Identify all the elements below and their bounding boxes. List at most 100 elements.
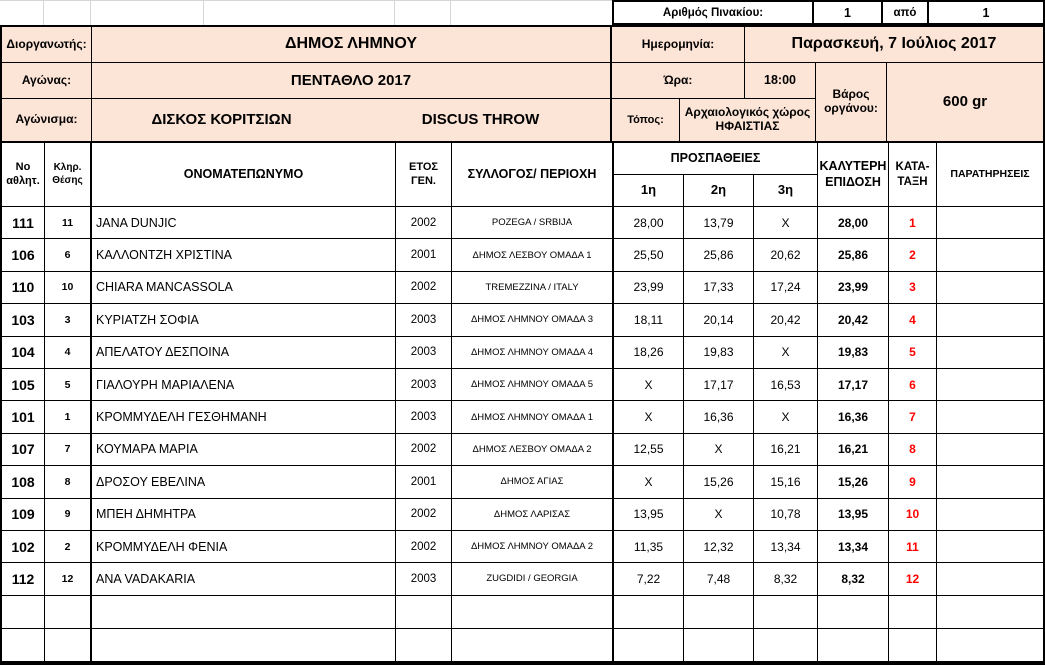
best-performance-cell: 13,34 xyxy=(818,530,889,564)
attempt-2-cell: 17,17 xyxy=(684,368,754,402)
gridline xyxy=(394,1,395,26)
attempt-2-cell: 17,33 xyxy=(684,271,754,305)
draw-position-cell: 7 xyxy=(45,433,92,467)
attempt-2-cell: 25,86 xyxy=(684,239,754,272)
col-header-attempts: ΠΡΟΣΠΑΘΕΙΕΣ xyxy=(614,143,818,175)
empty-cell xyxy=(889,628,937,662)
col-header-notes: ΠΑΡΑΤΗΡΗΣΕΙΣ xyxy=(937,143,1043,207)
athlete-number-cell: 111 xyxy=(2,207,45,240)
athlete-number-cell: 101 xyxy=(2,401,45,434)
results-table: Νο αθλητ. Κληρ. Θέσης ΟΝΟΜΑΤΕΠΩΝΥΜΟ ΕΤΟΣ… xyxy=(0,143,1045,665)
top-gridline-strip xyxy=(0,0,612,26)
notes-cell xyxy=(937,434,1043,467)
attempt-3-cell: 15,16 xyxy=(754,466,818,499)
best-performance-cell: 16,21 xyxy=(818,433,889,467)
birth-year-cell: 2001 xyxy=(396,239,452,272)
empty-cell xyxy=(889,595,937,629)
empty-cell xyxy=(452,595,614,629)
athlete-name-cell: ANA VADAKARIA xyxy=(92,563,396,596)
attempt-2-cell: 20,14 xyxy=(684,304,754,337)
empty-cell xyxy=(45,595,92,629)
notes-cell xyxy=(937,239,1043,272)
board-of-label: από xyxy=(883,2,929,23)
col-header-athlete-no: Νο αθλητ. xyxy=(2,143,45,207)
athlete-number-cell: 102 xyxy=(2,530,45,564)
attempt-3-cell: 10,78 xyxy=(754,498,818,531)
draw-position-cell: 2 xyxy=(45,530,92,564)
empty-cell xyxy=(2,628,45,662)
gridline xyxy=(43,1,44,26)
col-header-attempt-3: 3η xyxy=(754,175,818,207)
attempt-1-cell: 13,95 xyxy=(614,498,684,531)
birth-year-cell: 2003 xyxy=(396,304,452,337)
rank-cell: 6 xyxy=(889,368,937,402)
attempt-3-cell: X xyxy=(754,401,818,434)
attempt-1-cell: X xyxy=(614,466,684,499)
club-cell: ZUGDIDI / GEORGIA xyxy=(452,563,614,596)
rank-cell: 8 xyxy=(889,433,937,467)
empty-cell xyxy=(92,595,396,629)
athlete-name-cell: ΚΡΟΜΜΥΔΕΛΗ ΦΕΝΙΑ xyxy=(92,530,396,564)
athlete-name-cell: JANA DUNJIC xyxy=(92,207,396,240)
attempt-2-cell: X xyxy=(684,433,754,467)
draw-position-cell: 4 xyxy=(45,336,92,369)
notes-cell xyxy=(937,337,1043,369)
attempt-2-cell: X xyxy=(684,498,754,531)
notes-cell xyxy=(937,563,1043,596)
implement-weight-label: Βάρος οργάνου: xyxy=(816,63,887,141)
rank-cell: 7 xyxy=(889,401,937,434)
best-performance-cell: 15,26 xyxy=(818,466,889,499)
draw-position-cell: 1 xyxy=(45,401,92,434)
attempt-3-cell: 16,53 xyxy=(754,368,818,402)
attempt-1-cell: 11,35 xyxy=(614,530,684,564)
birth-year-cell: 2002 xyxy=(396,433,452,467)
athlete-number-cell: 112 xyxy=(2,563,45,596)
venue-label: Τόπος: xyxy=(612,99,680,141)
notes-cell xyxy=(937,401,1043,434)
club-cell: ΔΗΜΟΣ ΛΗΜΝΟΥ ΟΜΑΔΑ 3 xyxy=(452,304,614,337)
draw-position-cell: 6 xyxy=(45,239,92,272)
birth-year-cell: 2002 xyxy=(396,530,452,564)
rank-cell: 4 xyxy=(889,304,937,337)
attempt-3-cell: X xyxy=(754,336,818,369)
attempt-3-cell: 20,62 xyxy=(754,239,818,272)
board-total-value: 1 xyxy=(982,5,990,20)
best-performance-cell: 19,83 xyxy=(818,336,889,369)
empty-cell xyxy=(2,595,45,629)
rank-cell: 12 xyxy=(889,563,937,596)
col-header-year: ΕΤΟΣ ΓΕΝ. xyxy=(396,143,452,207)
athlete-number-cell: 106 xyxy=(2,239,45,272)
col-header-attempt-1: 1η xyxy=(614,175,684,207)
athlete-number-cell: 103 xyxy=(2,304,45,337)
empty-cell xyxy=(396,628,452,662)
best-performance-cell: 16,36 xyxy=(818,401,889,434)
athlete-number-cell: 107 xyxy=(2,433,45,467)
athlete-name-cell: ΚΑΛΛΟΝΤΖΗ ΧΡΙΣΤΙΝΑ xyxy=(92,239,396,272)
attempt-2-cell: 16,36 xyxy=(684,401,754,434)
attempt-1-cell: 25,50 xyxy=(614,239,684,272)
event-name-greek: ΔΙΣΚΟΣ ΚΟΡΙΤΣΙΩΝ xyxy=(151,111,292,129)
athlete-name-cell: ΚΥΡΙΑΤΖΗ ΣΟΦΙΑ xyxy=(92,304,396,337)
attempt-1-cell: 28,00 xyxy=(614,207,684,240)
athlete-name-cell: ΚΟΥΜΑΡΑ ΜΑΡΙΑ xyxy=(92,433,396,467)
notes-cell xyxy=(937,304,1043,337)
attempt-3-cell: 8,32 xyxy=(754,563,818,596)
notes-cell xyxy=(937,499,1043,531)
birth-year-cell: 2003 xyxy=(396,401,452,434)
best-performance-cell: 8,32 xyxy=(818,563,889,596)
col-header-rank: ΚΑΤΑ- ΤΑΞΗ xyxy=(889,143,937,207)
draw-position-cell: 11 xyxy=(45,207,92,240)
rank-cell: 9 xyxy=(889,466,937,499)
athlete-name-cell: CHIARA MANCASSOLA xyxy=(92,271,396,305)
date-value: Παρασκευή, 7 Ιούλιος 2017 xyxy=(745,27,1043,63)
empty-cell xyxy=(818,628,889,662)
time-value: 18:00 xyxy=(745,63,816,99)
athlete-number-cell: 105 xyxy=(2,368,45,402)
attempt-1-cell: 18,11 xyxy=(614,304,684,337)
empty-cell xyxy=(937,629,1043,662)
best-performance-cell: 20,42 xyxy=(818,304,889,337)
empty-cell xyxy=(614,595,684,629)
best-performance-cell: 25,86 xyxy=(818,239,889,272)
draw-position-cell: 3 xyxy=(45,304,92,337)
best-performance-cell: 17,17 xyxy=(818,368,889,402)
